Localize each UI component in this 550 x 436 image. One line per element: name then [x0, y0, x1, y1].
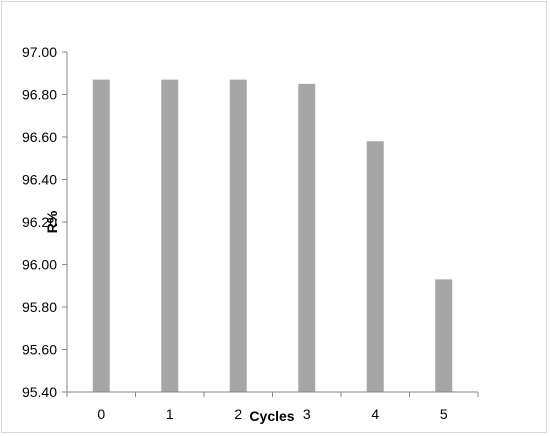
bar-3 [298, 83, 316, 392]
y-tick-label: 96.20 [22, 214, 57, 230]
x-tick-label: 0 [97, 406, 105, 422]
x-axis-ticks: 0 1 2 3 4 5 [66, 392, 479, 422]
bar-0 [92, 79, 110, 392]
y-tick-label: 95.60 [22, 342, 57, 358]
bar-2 [229, 79, 247, 392]
y-tick-label: 96.00 [22, 257, 57, 273]
x-tick-label: 5 [440, 406, 448, 422]
x-tick-label: 4 [371, 406, 379, 422]
x-tick-label: 1 [166, 406, 174, 422]
bar-4 [366, 141, 384, 392]
y-axis-title: R% [44, 210, 60, 233]
y-tick-label: 95.80 [22, 299, 57, 315]
x-tick-label: 3 [303, 406, 311, 422]
bar-1 [161, 79, 179, 392]
y-tick-label: 95.40 [22, 384, 57, 400]
x-tick-label: 2 [234, 406, 242, 422]
bars [92, 79, 453, 392]
y-tick-label: 96.40 [22, 172, 57, 188]
y-tick-label: 97.00 [22, 44, 57, 60]
x-axis-title: Cycles [249, 408, 294, 424]
y-tick-label: 96.60 [22, 129, 57, 145]
y-axis-ticks: 95.40 95.60 95.80 96.00 96.20 96.40 96.60 96.80… [22, 44, 67, 400]
y-tick-label: 96.80 [22, 87, 57, 103]
bar-5 [435, 279, 453, 392]
